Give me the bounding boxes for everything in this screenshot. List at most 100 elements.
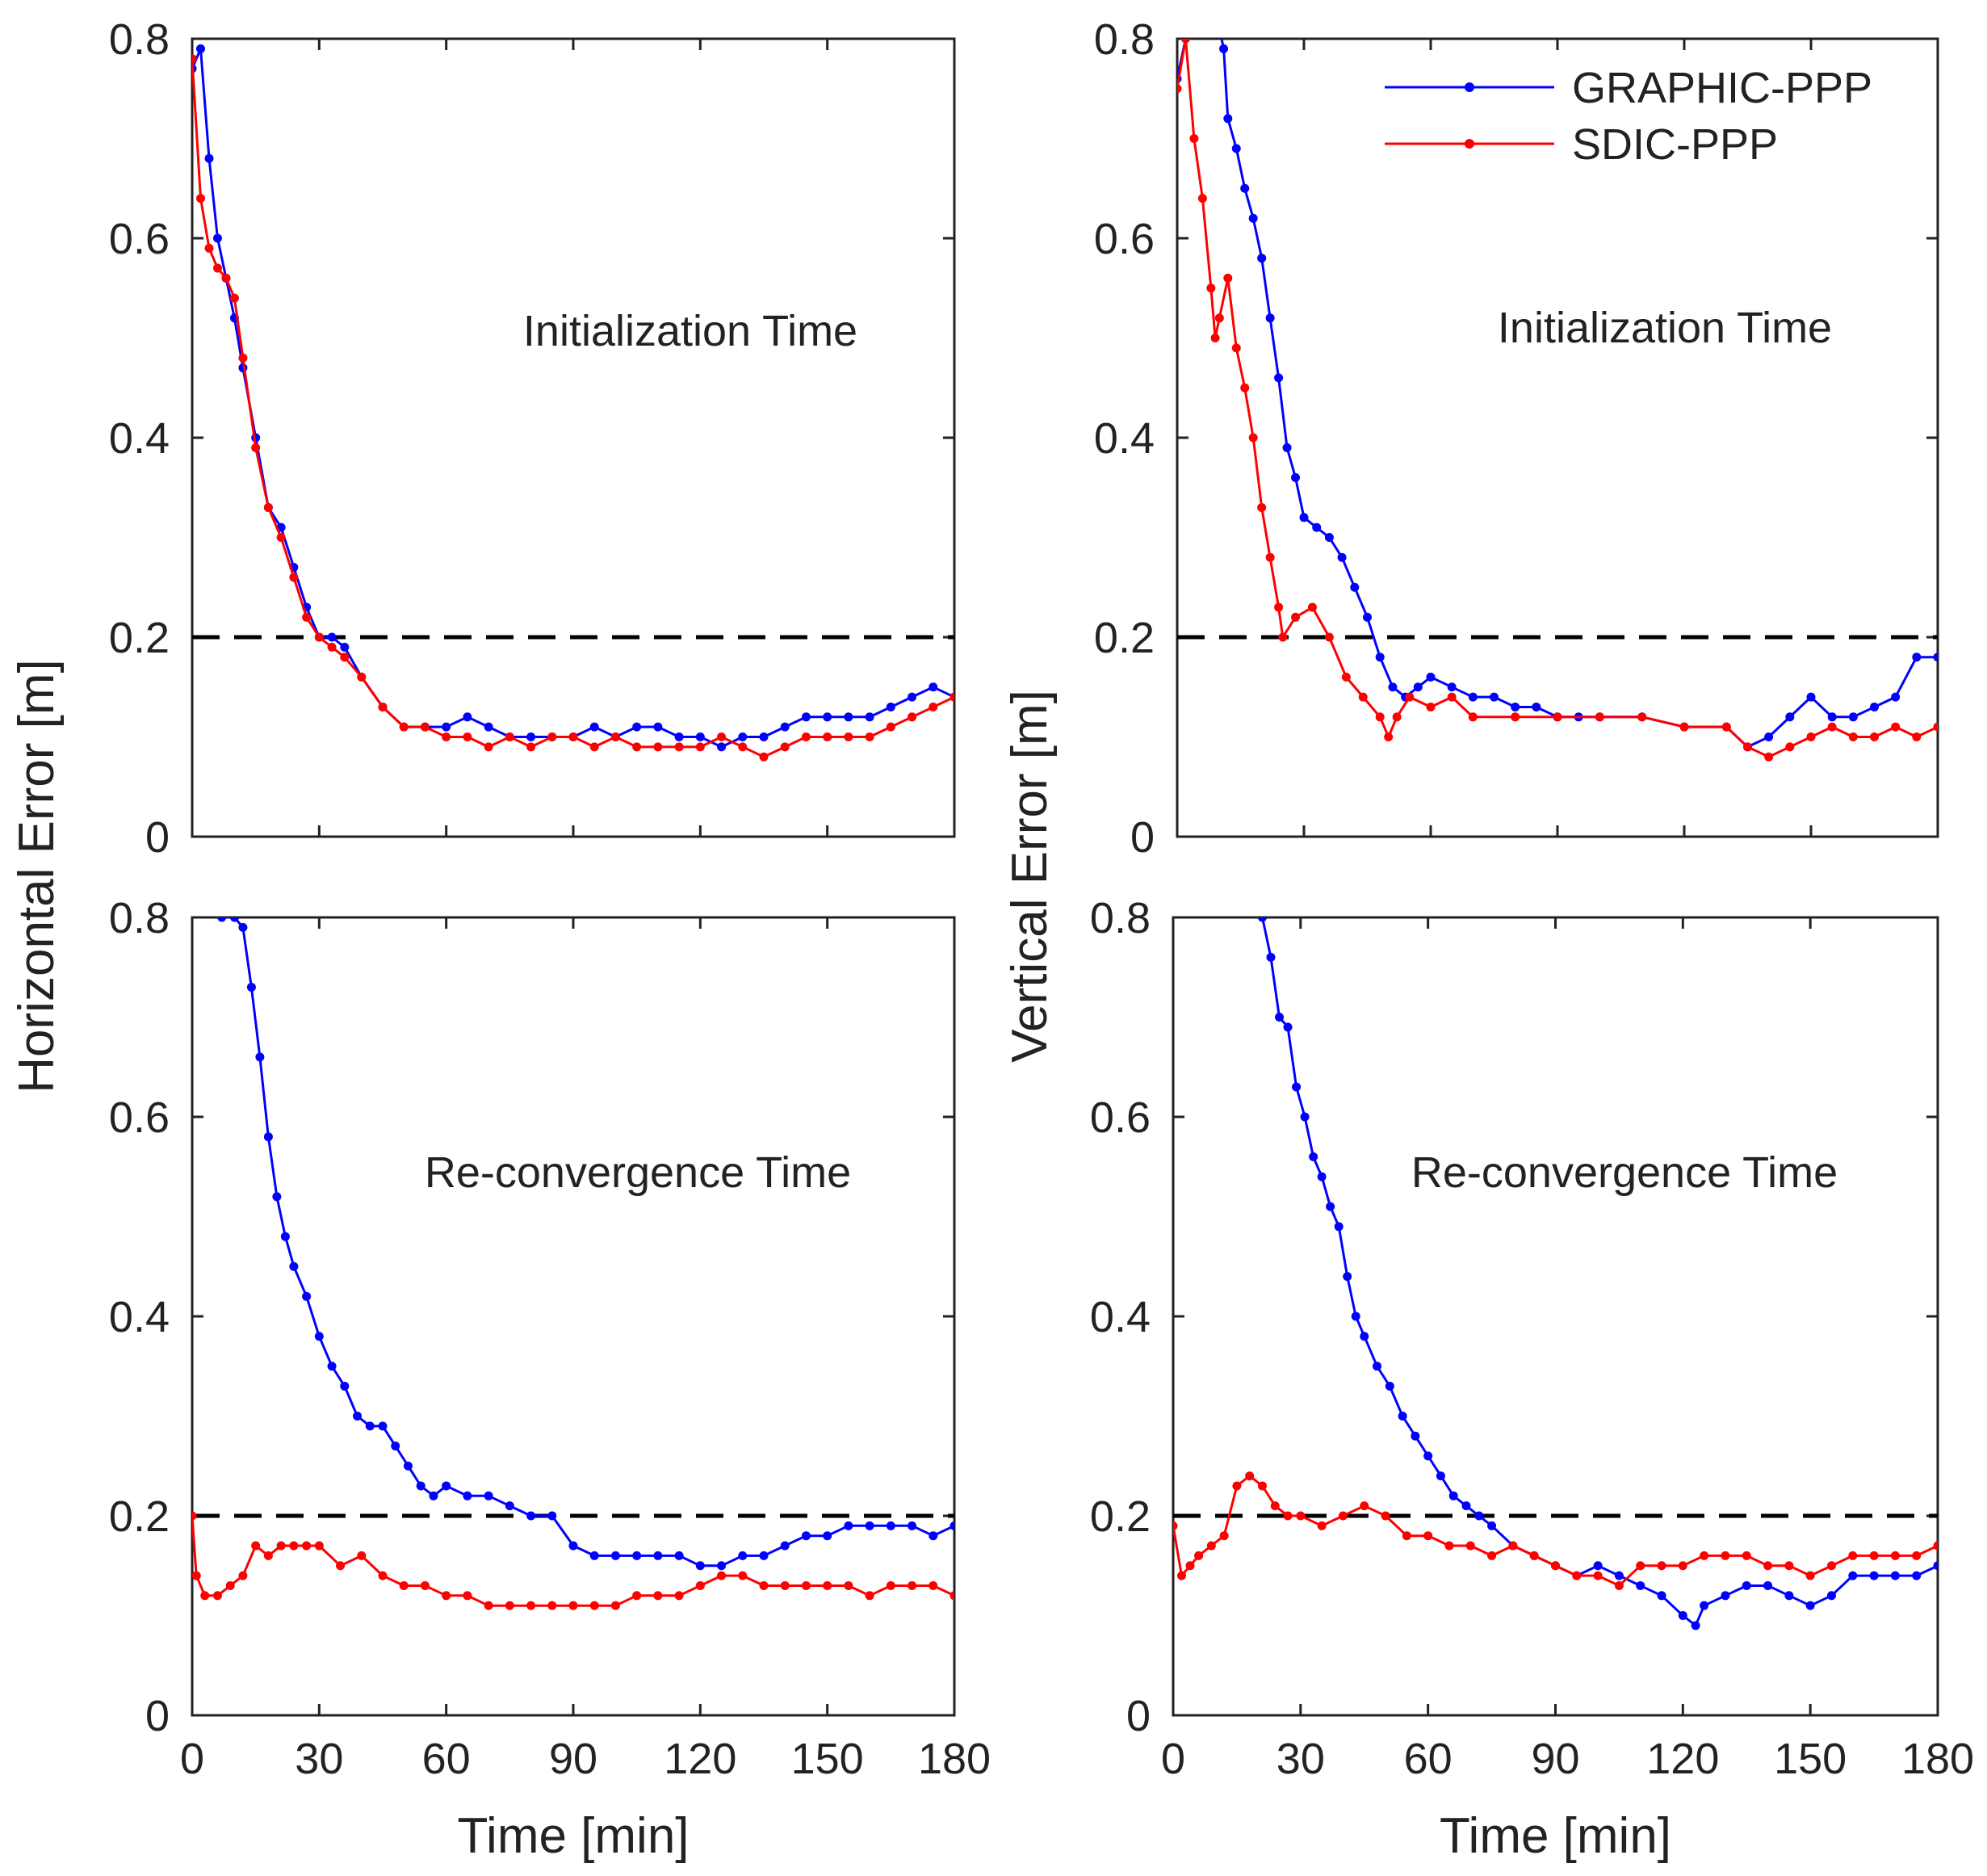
data-point-sdic-ppp <box>801 1580 811 1590</box>
y-tick-label: 0.6 <box>109 1093 170 1142</box>
data-point-graphic-ppp <box>463 1491 472 1500</box>
data-point-graphic-ppp <box>255 1052 265 1062</box>
data-point-graphic-ppp <box>1721 1591 1730 1601</box>
data-point-graphic-ppp <box>1511 702 1520 711</box>
data-point-graphic-ppp <box>1363 612 1372 622</box>
data-point-sdic-ppp <box>442 1591 451 1601</box>
data-point-graphic-ppp <box>844 1521 853 1530</box>
data-point-graphic-ppp <box>1784 1591 1794 1601</box>
panel-annotation: Initialization Time <box>1498 304 1832 352</box>
y-tick-label: 0.4 <box>109 1293 170 1341</box>
data-point-sdic-ppp <box>1636 1561 1645 1571</box>
data-point-graphic-ppp <box>353 1412 363 1421</box>
y-tick-label: 0.4 <box>1090 1293 1151 1341</box>
data-point-sdic-ppp <box>1338 1511 1348 1521</box>
data-point-sdic-ppp <box>1657 1561 1666 1571</box>
data-point-graphic-ppp <box>632 1551 642 1560</box>
data-point-sdic-ppp <box>653 1591 663 1601</box>
data-point-graphic-ppp <box>505 1501 514 1511</box>
data-point-sdic-ppp <box>823 1580 832 1590</box>
y-axis-label-horizontal: Horizontal Error [m] <box>9 659 65 1093</box>
data-point-sdic-ppp <box>526 742 536 752</box>
data-point-sdic-ppp <box>221 273 231 283</box>
data-point-graphic-ppp <box>759 1551 769 1560</box>
data-point-graphic-ppp <box>1291 472 1301 482</box>
data-point-sdic-ppp <box>717 732 727 741</box>
data-point-sdic-ppp <box>289 573 299 582</box>
data-point-graphic-ppp <box>1448 1491 1458 1500</box>
data-point-sdic-ppp <box>1381 1511 1390 1521</box>
data-point-sdic-ppp <box>759 1580 769 1590</box>
data-point-graphic-ppp <box>1764 732 1774 741</box>
data-point-graphic-ppp <box>403 1461 413 1471</box>
data-point-graphic-ppp <box>1299 513 1309 523</box>
data-point-sdic-ppp <box>505 1601 514 1610</box>
x-tick-label: 0 <box>1161 1735 1185 1783</box>
legend: GRAPHIC-PPP SDIC-PPP <box>1385 64 1872 169</box>
data-point-sdic-ppp <box>844 732 853 741</box>
data-point-graphic-ppp <box>674 732 684 741</box>
x-tick-label: 150 <box>1774 1735 1847 1783</box>
data-point-sdic-ppp <box>238 353 248 363</box>
plot-area-frame <box>1172 916 1939 1717</box>
panel-bottom-right: 0 30 60 90 120 150 180 0 0.2 0.4 0.6 0.8 Re-converge… <box>1090 894 1974 1864</box>
x-axis-label: Time [min] <box>1440 1808 1671 1864</box>
data-point-sdic-ppp <box>1933 722 1938 732</box>
plot-area-frame <box>191 916 956 1717</box>
data-point-sdic-ppp <box>547 732 557 741</box>
data-point-sdic-ppp <box>1232 1481 1242 1491</box>
data-point-graphic-ppp <box>1678 1611 1687 1620</box>
data-point-graphic-ppp <box>212 233 222 243</box>
data-point-sdic-ppp <box>238 1571 248 1580</box>
data-point-graphic-ppp <box>463 712 472 722</box>
y-tick-label: 0.2 <box>1090 1492 1151 1541</box>
data-point-sdic-ppp <box>1700 1551 1709 1560</box>
data-point-sdic-ppp <box>463 732 472 741</box>
data-point-graphic-ppp <box>263 1132 273 1142</box>
data-point-sdic-ppp <box>336 1561 346 1571</box>
data-point-sdic-ppp <box>192 1511 197 1521</box>
data-point-sdic-ppp <box>1465 1541 1475 1551</box>
data-point-graphic-ppp <box>908 692 917 702</box>
data-point-graphic-ppp <box>1593 1561 1603 1571</box>
x-tick-label: 30 <box>1276 1735 1325 1783</box>
data-point-graphic-ppp <box>738 1551 748 1560</box>
data-point-graphic-ppp <box>1827 712 1837 722</box>
data-point-graphic-ppp <box>289 1261 299 1271</box>
data-point-graphic-ppp <box>1805 1601 1815 1610</box>
data-point-graphic-ppp <box>674 1551 684 1560</box>
series-line-graphic-ppp <box>221 917 954 1568</box>
data-point-graphic-ppp <box>1219 44 1229 53</box>
data-point-sdic-ppp <box>357 1551 367 1560</box>
data-point-graphic-ppp <box>1257 254 1267 263</box>
data-point-sdic-ppp <box>212 263 222 273</box>
data-point-graphic-ppp <box>780 1541 790 1551</box>
data-point-graphic-ppp <box>1461 1501 1471 1511</box>
data-point-sdic-ppp <box>1721 1551 1730 1560</box>
data-point-sdic-ppp <box>610 1601 620 1610</box>
data-point-graphic-ppp <box>1326 1202 1335 1211</box>
data-point-sdic-ppp <box>420 722 430 732</box>
data-point-sdic-ppp <box>225 1580 235 1590</box>
data-point-graphic-ppp <box>1231 144 1241 153</box>
data-point-graphic-ppp <box>1700 1601 1709 1610</box>
data-point-sdic-ppp <box>1257 502 1267 512</box>
legend-marker-graphic-ppp <box>1465 82 1474 92</box>
data-point-sdic-ppp <box>212 1591 222 1601</box>
data-point-sdic-ppp <box>1189 134 1199 143</box>
data-point-sdic-ppp <box>378 702 388 711</box>
data-point-sdic-ppp <box>1806 732 1816 741</box>
data-point-sdic-ppp <box>1384 732 1394 741</box>
data-point-sdic-ppp <box>1529 1551 1539 1560</box>
data-point-sdic-ppp <box>865 732 874 741</box>
y-tick-label: 0.8 <box>109 894 170 942</box>
data-point-graphic-ppp <box>1636 1580 1645 1590</box>
data-point-sdic-ppp <box>1307 602 1317 612</box>
data-point-sdic-ppp <box>1194 1551 1204 1560</box>
data-point-sdic-ppp <box>1551 1561 1560 1571</box>
y-tick-label: 0.4 <box>1094 414 1155 463</box>
y-tick-label: 0.8 <box>1090 894 1151 942</box>
data-point-graphic-ppp <box>1312 523 1322 532</box>
data-point-graphic-ppp <box>526 1511 536 1521</box>
data-point-graphic-ppp <box>738 732 748 741</box>
